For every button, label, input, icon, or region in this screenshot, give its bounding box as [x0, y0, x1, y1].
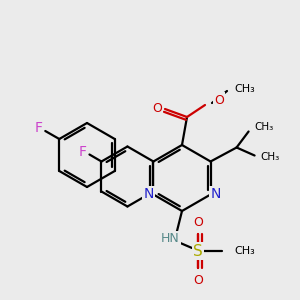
- Text: HN: HN: [160, 232, 179, 245]
- Text: CH₃: CH₃: [234, 84, 255, 94]
- Text: CH₃: CH₃: [234, 246, 255, 256]
- Text: F: F: [79, 145, 86, 158]
- Text: O: O: [193, 215, 203, 229]
- Text: O: O: [152, 103, 162, 116]
- Text: F: F: [34, 121, 42, 135]
- Text: S: S: [193, 244, 203, 259]
- Text: N: N: [210, 188, 221, 202]
- Text: CH₃: CH₃: [255, 122, 274, 131]
- Text: CH₃: CH₃: [261, 152, 280, 163]
- Text: N: N: [143, 188, 154, 202]
- Text: O: O: [193, 274, 203, 286]
- Text: O: O: [214, 94, 224, 106]
